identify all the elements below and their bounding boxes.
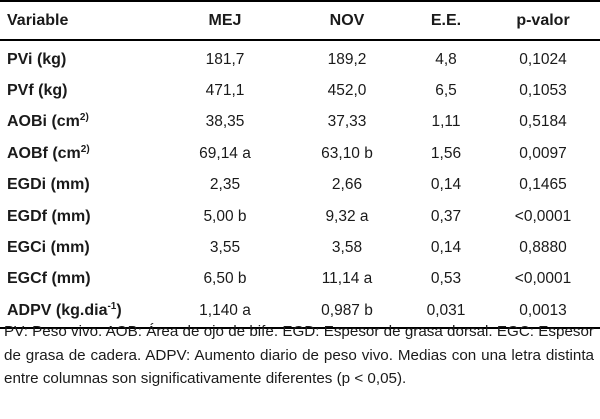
row-label-text: ADPV (kg.dia	[7, 301, 108, 319]
cell-mej: 1,140 a	[199, 301, 251, 319]
row-label-sup: 2)	[79, 112, 89, 124]
cell-nov: 37,33	[327, 113, 367, 131]
header-mej: MEJ	[208, 11, 242, 29]
table-row: AOBi (cm2) 38,35 37,33 1,11 0,5184	[0, 107, 600, 138]
cell-nov: 2,66	[331, 176, 363, 194]
cell-ee: 6,5	[435, 82, 457, 100]
cell-mej: 2,35	[209, 176, 241, 194]
row-label-sup: -1	[107, 300, 117, 312]
cell-nov: 189,2	[327, 50, 367, 68]
row-label-text: AOBf (cm	[7, 144, 81, 162]
row-label-text: EGDf (mm)	[7, 207, 91, 225]
cell-nov: 11,14 a	[321, 270, 373, 288]
cell-p-valor: 0,0013	[519, 301, 567, 319]
cell-nov: 0,987 b	[321, 301, 373, 319]
cell-ee: 1,56	[430, 144, 462, 162]
header-nov: NOV	[329, 11, 365, 29]
cell-ee: 4,8	[435, 50, 457, 68]
cell-ee: 0,37	[430, 207, 462, 225]
cell-p-valor: 0,1053	[519, 82, 567, 100]
row-label-text: PVf (kg)	[7, 82, 68, 100]
table-row: ADPV (kg.dia-1) 1,140 a 0,987 b 0,031 0,…	[0, 295, 600, 328]
table-footnote: PV: Peso vivo. AOB: Área de ojo de bife.…	[4, 323, 594, 387]
table-row: AOBf (cm2) 69,14 a 63,10 b 1,56 0,0097	[0, 138, 600, 169]
header-p-valor: p-valor	[516, 11, 570, 29]
table-row: EGCf (mm) 6,50 b 11,14 a 0,53 <0,0001	[0, 264, 600, 295]
cell-p-valor: 0,5184	[519, 113, 567, 131]
cell-p-valor: 0,0097	[519, 144, 567, 162]
cell-p-valor: 0,8880	[519, 239, 567, 257]
cell-nov: 63,10 b	[321, 144, 373, 162]
row-label: AOBi (cm2)	[0, 107, 162, 138]
header-ee: E.E.	[430, 11, 462, 29]
row-label: AOBf (cm2)	[0, 138, 162, 169]
cell-nov: 3,58	[331, 239, 363, 257]
row-label: ADPV (kg.dia-1)	[0, 295, 162, 327]
row-label: EGDi (mm)	[0, 170, 162, 201]
row-label: EGCf (mm)	[0, 264, 162, 295]
cell-mej: 5,00 b	[203, 207, 247, 225]
table-row: PVi (kg) 181,7 189,2 4,8 0,1024	[0, 40, 600, 75]
results-table: Variable MEJ NOV E.E. p-valor PVi (kg) 1…	[0, 1, 600, 328]
header-row: Variable MEJ NOV E.E. p-valor	[0, 1, 600, 40]
cell-mej: 38,35	[205, 113, 245, 131]
table-row: EGCi (mm) 3,55 3,58 0,14 0,8880	[0, 232, 600, 263]
table-row: EGDf (mm) 5,00 b 9,32 a 0,37 <0,0001	[0, 201, 600, 232]
row-label: PVf (kg)	[0, 75, 162, 106]
row-label-text: EGCf (mm)	[7, 270, 91, 288]
cell-mej: 3,55	[209, 239, 241, 257]
row-label-text: PVi (kg)	[7, 50, 67, 68]
row-label: PVi (kg)	[0, 40, 162, 75]
cell-ee: 0,031	[426, 301, 466, 319]
row-label: EGDf (mm)	[0, 201, 162, 232]
cell-ee: 0,14	[430, 239, 462, 257]
cell-mej: 181,7	[205, 50, 245, 68]
cell-ee: 0,14	[430, 176, 462, 194]
cell-mej: 69,14 a	[199, 144, 251, 162]
row-label-text: EGDi (mm)	[7, 176, 90, 194]
cell-p-valor: <0,0001	[514, 207, 572, 225]
cell-p-valor: <0,0001	[514, 270, 572, 288]
table-row: EGDi (mm) 2,35 2,66 0,14 0,1465	[0, 170, 600, 201]
cell-mej: 471,1	[205, 82, 245, 100]
row-label-text: AOBi (cm	[7, 113, 80, 131]
cell-mej: 6,50 b	[203, 270, 247, 288]
cell-p-valor: 0,1465	[519, 176, 567, 194]
cell-nov: 9,32 a	[325, 207, 369, 225]
cell-nov: 452,0	[327, 82, 367, 100]
cell-p-valor: 0,1024	[519, 50, 567, 68]
table-row: PVf (kg) 471,1 452,0 6,5 0,1053	[0, 75, 600, 106]
row-label: EGCi (mm)	[0, 232, 162, 263]
header-variable: Variable	[7, 11, 69, 29]
row-label-text: EGCi (mm)	[7, 239, 90, 257]
row-label-sup: 2)	[80, 143, 90, 155]
row-label-suffix: )	[116, 301, 122, 319]
cell-ee: 1,11	[431, 113, 461, 131]
cell-ee: 0,53	[430, 270, 462, 288]
